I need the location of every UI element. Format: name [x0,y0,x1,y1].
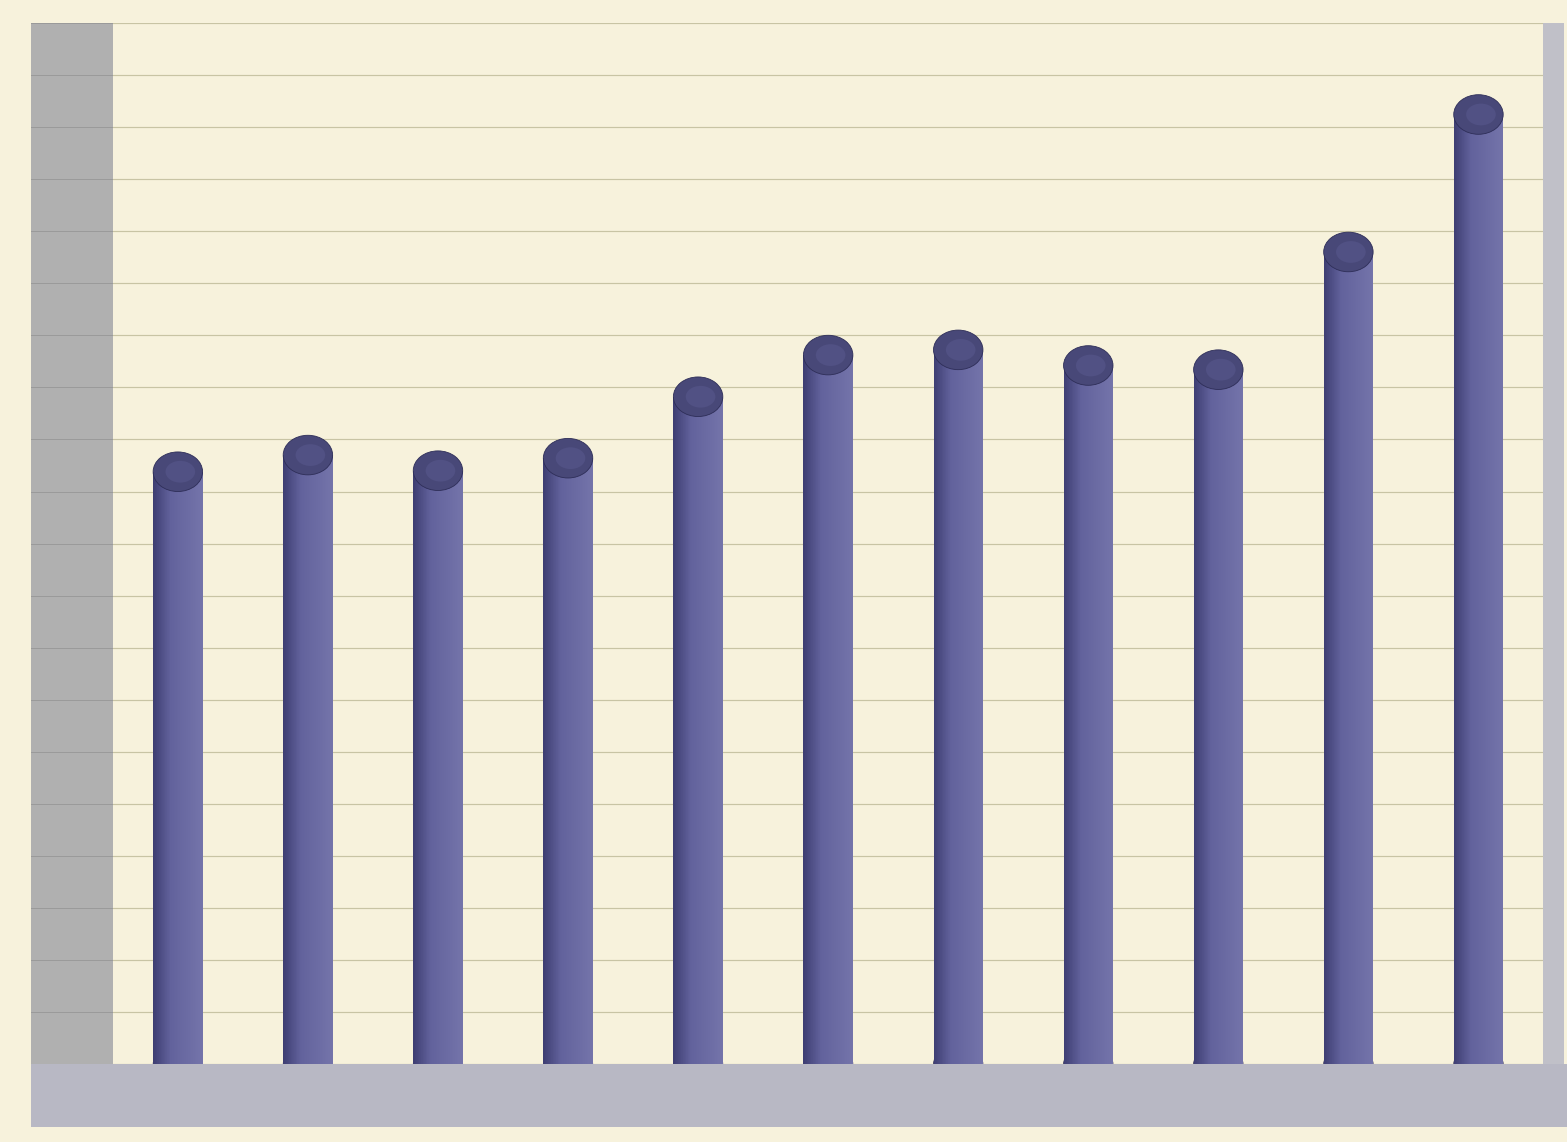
Ellipse shape [934,1045,983,1084]
Ellipse shape [686,386,716,408]
Ellipse shape [284,1045,332,1084]
Ellipse shape [296,444,326,466]
Ellipse shape [1467,104,1496,126]
Ellipse shape [556,448,586,469]
Ellipse shape [674,1045,722,1084]
Ellipse shape [544,439,592,478]
Ellipse shape [1454,95,1503,135]
Ellipse shape [414,1045,462,1084]
Ellipse shape [426,460,456,482]
Ellipse shape [154,452,202,491]
Ellipse shape [1194,349,1243,389]
Ellipse shape [804,1045,852,1084]
Ellipse shape [166,461,196,483]
Ellipse shape [1194,1045,1243,1084]
Ellipse shape [1337,241,1366,263]
Ellipse shape [1077,355,1106,377]
Ellipse shape [1454,1045,1503,1084]
Ellipse shape [816,344,846,365]
Ellipse shape [284,435,332,475]
Ellipse shape [1064,1045,1113,1084]
Ellipse shape [544,1045,592,1084]
Ellipse shape [154,1045,202,1084]
Ellipse shape [674,377,722,417]
Ellipse shape [946,339,976,361]
Ellipse shape [934,330,983,370]
Ellipse shape [1207,359,1236,380]
Ellipse shape [1324,1045,1373,1084]
Ellipse shape [1324,232,1373,272]
Ellipse shape [804,336,852,375]
Ellipse shape [414,451,462,490]
Ellipse shape [1064,346,1113,385]
